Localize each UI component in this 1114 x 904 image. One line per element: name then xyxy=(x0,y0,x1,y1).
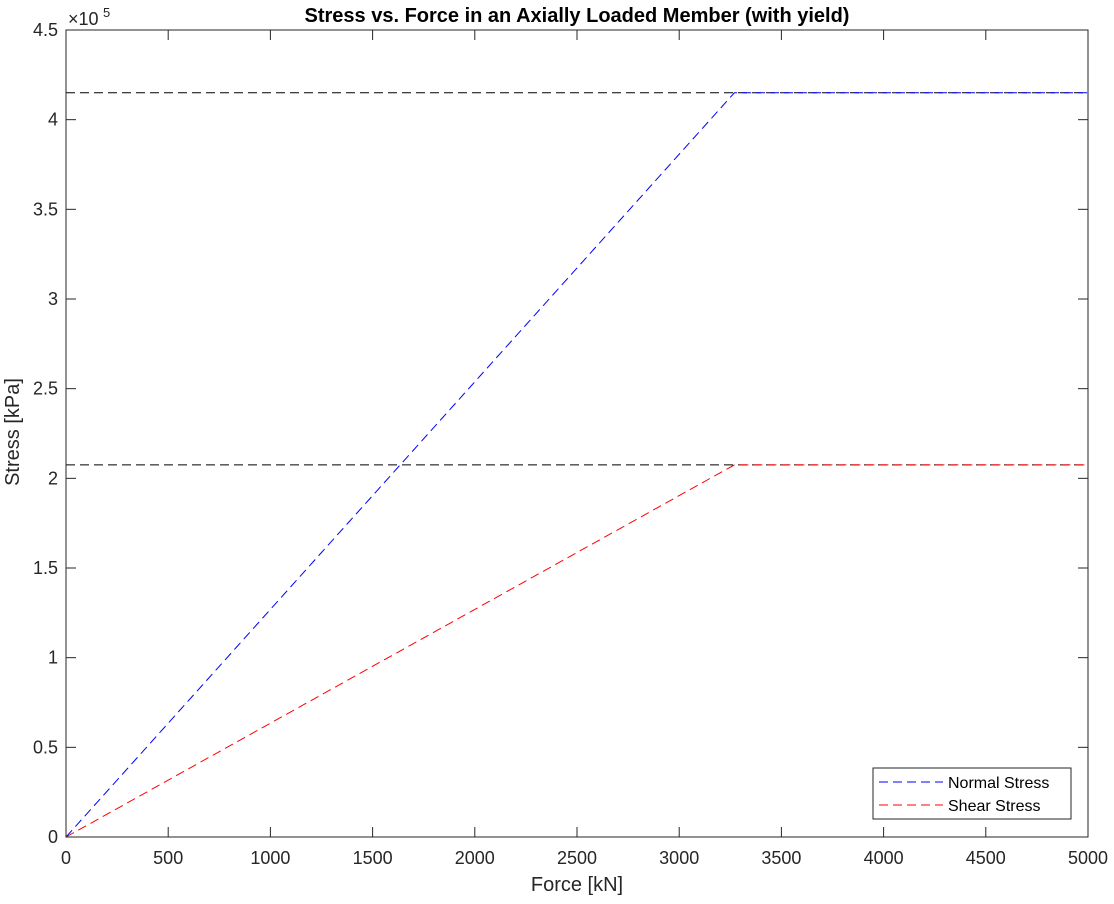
y-exponent-base: ×10 xyxy=(68,9,99,29)
legend-label-2: Shear Stress xyxy=(948,798,1040,815)
x-tick-label: 1000 xyxy=(250,848,290,868)
x-tick-label: 4000 xyxy=(864,848,904,868)
x-tick-label: 0 xyxy=(61,848,71,868)
y-tick-label: 3.5 xyxy=(33,199,58,219)
x-tick-label: 1500 xyxy=(353,848,393,868)
x-axis-title: Force [kN] xyxy=(531,874,623,896)
y-exponent-power: 5 xyxy=(103,5,110,20)
series-line-2 xyxy=(65,464,1088,838)
y-exponent-label: ×10 5 xyxy=(68,5,110,29)
x-tick-label: 2500 xyxy=(557,848,597,868)
chart-title: Stress vs. Force in an Axially Loaded Me… xyxy=(305,5,850,27)
y-tick-label: 4 xyxy=(48,110,58,130)
y-tick-label: 1 xyxy=(48,648,58,668)
y-tick-label: 4.5 xyxy=(33,20,58,40)
legend: Normal Stress Shear Stress xyxy=(872,767,1072,820)
x-tick-label: 5000 xyxy=(1068,848,1108,868)
y-tick-label: 0.5 xyxy=(33,737,58,757)
x-tick-label: 3500 xyxy=(761,848,801,868)
series-lines xyxy=(65,92,1088,838)
x-tick-label: 500 xyxy=(153,848,183,868)
y-tick-label: 0 xyxy=(48,827,58,847)
y-tick-label: 3 xyxy=(48,289,58,309)
y-tick-label: 1.5 xyxy=(33,558,58,578)
series-line-1 xyxy=(65,92,1088,838)
x-tick-label: 2000 xyxy=(455,848,495,868)
axes xyxy=(65,29,1089,838)
legend-label-1: Normal Stress xyxy=(948,775,1049,792)
legend-box xyxy=(872,767,1072,820)
y-axis-title: Stress [kPa] xyxy=(2,378,24,486)
plot-frame xyxy=(65,29,1089,838)
y-tick-label: 2 xyxy=(48,468,58,488)
y-tick-label: 2.5 xyxy=(33,379,58,399)
x-tick-label: 3000 xyxy=(659,848,699,868)
reference-lines xyxy=(66,92,1088,466)
ticks: 0 500 1000 1500 2000 2500 3000 3500 4000 4500 5000… xyxy=(33,20,1108,868)
x-tick-label: 4500 xyxy=(966,848,1006,868)
